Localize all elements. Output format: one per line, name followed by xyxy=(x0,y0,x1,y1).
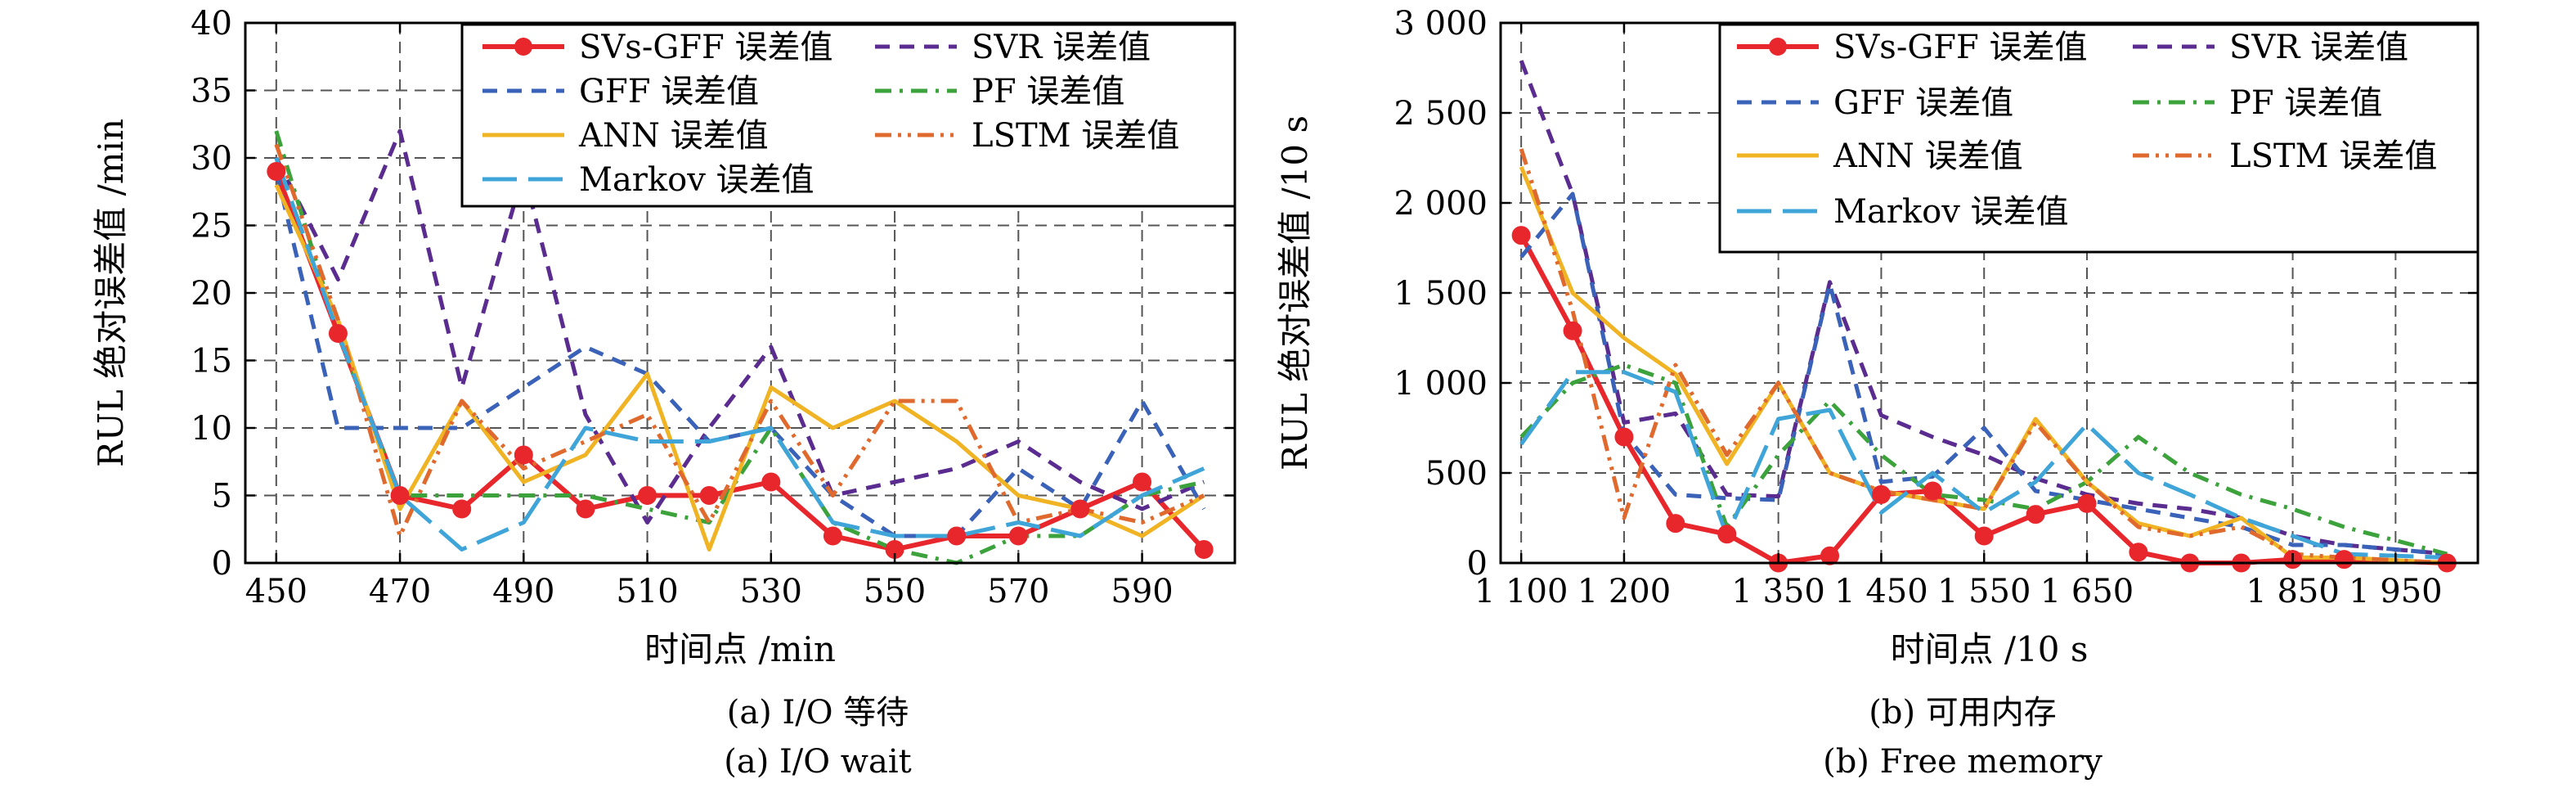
x-axis-label: 时间点 /min xyxy=(644,629,836,669)
y-tick-label: 40 xyxy=(191,5,232,43)
x-tick-label: 510 xyxy=(616,573,678,610)
x-tick-label: 1 450 xyxy=(1834,573,1928,610)
data-point xyxy=(2077,493,2097,513)
x-tick-label: 590 xyxy=(1111,573,1173,610)
legend-label: PF 误差值 xyxy=(2229,84,2382,122)
y-tick-label: 10 xyxy=(191,410,232,448)
y-tick-label: 500 xyxy=(1425,455,1488,493)
data-point xyxy=(699,486,719,505)
x-tick-label: 1 200 xyxy=(1577,573,1672,610)
data-point xyxy=(514,445,533,465)
x-tick-label: 570 xyxy=(987,573,1049,610)
data-point xyxy=(1563,321,1582,340)
series-line-2 xyxy=(1519,191,2448,556)
data-point xyxy=(2026,505,2045,525)
x-tick-label: 450 xyxy=(245,573,307,610)
legend-label: SVR 误差值 xyxy=(972,29,1151,66)
legend-label: GFF 误差值 xyxy=(1833,84,2013,122)
series-line-4 xyxy=(1519,166,2448,565)
data-point xyxy=(267,162,286,181)
chart-panel-free-memory: 1 100 1 200 1 350 1 450 1 550 1 650 1 850 1 950… xyxy=(1275,5,2480,669)
legend-label: ANN 误差值 xyxy=(1833,137,2023,175)
y-tick-label: 1 500 xyxy=(1393,275,1488,313)
data-point xyxy=(328,324,348,343)
legend-label: PF 误差值 xyxy=(972,73,1124,110)
chart-panel-io-wait: 450 470 490 510 530 550 570 5900510152025303540… xyxy=(91,5,1236,669)
x-tick-label: 1 650 xyxy=(2040,573,2134,610)
legend-label: LSTM 误差值 xyxy=(2229,137,2437,175)
data-point xyxy=(1871,484,1891,504)
legend-label: LSTM 误差值 xyxy=(972,117,1179,155)
data-point xyxy=(390,486,410,505)
legend-label: Markov 误差值 xyxy=(1833,193,2069,231)
data-point xyxy=(638,486,657,505)
data-point xyxy=(1070,499,1090,519)
data-point xyxy=(1133,472,1152,492)
y-tick-label: 20 xyxy=(191,275,232,313)
legend-label: SVs-GFF 误差值 xyxy=(1833,29,2088,66)
x-tick-label: 470 xyxy=(369,573,431,610)
y-tick-label: 25 xyxy=(191,208,232,245)
y-tick-label: 5 xyxy=(212,478,232,516)
y-tick-label: 1 000 xyxy=(1393,365,1488,403)
x-tick-label: 1 550 xyxy=(1937,573,2031,610)
series-line-0 xyxy=(273,170,1206,552)
data-point xyxy=(1974,526,1994,546)
x-tick-label: 1 100 xyxy=(1474,573,1568,610)
y-tick-label: 35 xyxy=(191,73,232,110)
series-line-3 xyxy=(1519,362,2448,556)
caption-a-cn: (a) I/O 等待 xyxy=(726,694,909,732)
y-axis-label: RUL 绝对误差值 /min xyxy=(91,119,131,467)
legend-marker xyxy=(1769,38,1787,56)
data-point xyxy=(1666,514,1685,534)
series-line-3 xyxy=(274,130,1205,565)
data-point xyxy=(1614,427,1634,447)
data-point xyxy=(452,499,472,519)
x-tick-label: 490 xyxy=(492,573,554,610)
series-line-5 xyxy=(274,143,1205,538)
data-point xyxy=(2129,543,2148,562)
caption-b-cn: (b) 可用内存 xyxy=(1869,694,2057,732)
data-point xyxy=(1194,540,1214,559)
y-tick-label: 0 xyxy=(1467,545,1488,583)
x-tick-label: 550 xyxy=(864,573,926,610)
x-axis-label: 时间点 /10 s xyxy=(1891,629,2089,669)
x-tick-label: 1 950 xyxy=(2349,573,2443,610)
legend-box xyxy=(460,23,1236,208)
x-tick-label: 1 850 xyxy=(2246,573,2340,610)
data-point xyxy=(1511,226,1531,245)
caption-a-en: (a) I/O wait xyxy=(724,743,912,781)
data-point xyxy=(947,526,967,546)
y-tick-label: 2 000 xyxy=(1393,185,1488,223)
data-point xyxy=(2334,550,2354,570)
data-point xyxy=(1008,526,1028,546)
legend-label: ANN 误差值 xyxy=(578,117,769,155)
legend-label: GFF 误差值 xyxy=(579,73,759,110)
data-point xyxy=(761,472,781,492)
series-line-6 xyxy=(274,157,1205,552)
y-tick-label: 2 500 xyxy=(1393,95,1488,133)
data-point xyxy=(823,526,842,546)
data-point xyxy=(1820,546,1840,565)
legend-label: Markov 误差值 xyxy=(579,161,815,199)
data-point xyxy=(576,499,595,519)
caption-b-en: (b) Free memory xyxy=(1823,743,2103,781)
y-tick-label: 0 xyxy=(212,545,232,583)
legend-marker xyxy=(514,38,532,56)
y-tick-label: 3 000 xyxy=(1393,5,1488,43)
series-line-1 xyxy=(274,128,1205,525)
series-line-4 xyxy=(274,183,1205,552)
legend-label: SVs-GFF 误差值 xyxy=(579,29,833,66)
legend-label: SVR 误差值 xyxy=(2229,29,2408,66)
y-axis-label: RUL 绝对误差值 /10 s xyxy=(1275,115,1315,471)
x-tick-label: 1 350 xyxy=(1731,573,1825,610)
series-line-6 xyxy=(1519,370,2448,560)
data-point xyxy=(1717,525,1737,544)
x-tick-label: 530 xyxy=(740,573,802,610)
y-tick-label: 30 xyxy=(191,140,232,178)
data-point xyxy=(1923,481,1942,501)
legend-box xyxy=(1718,23,2480,254)
y-tick-label: 15 xyxy=(191,343,232,380)
